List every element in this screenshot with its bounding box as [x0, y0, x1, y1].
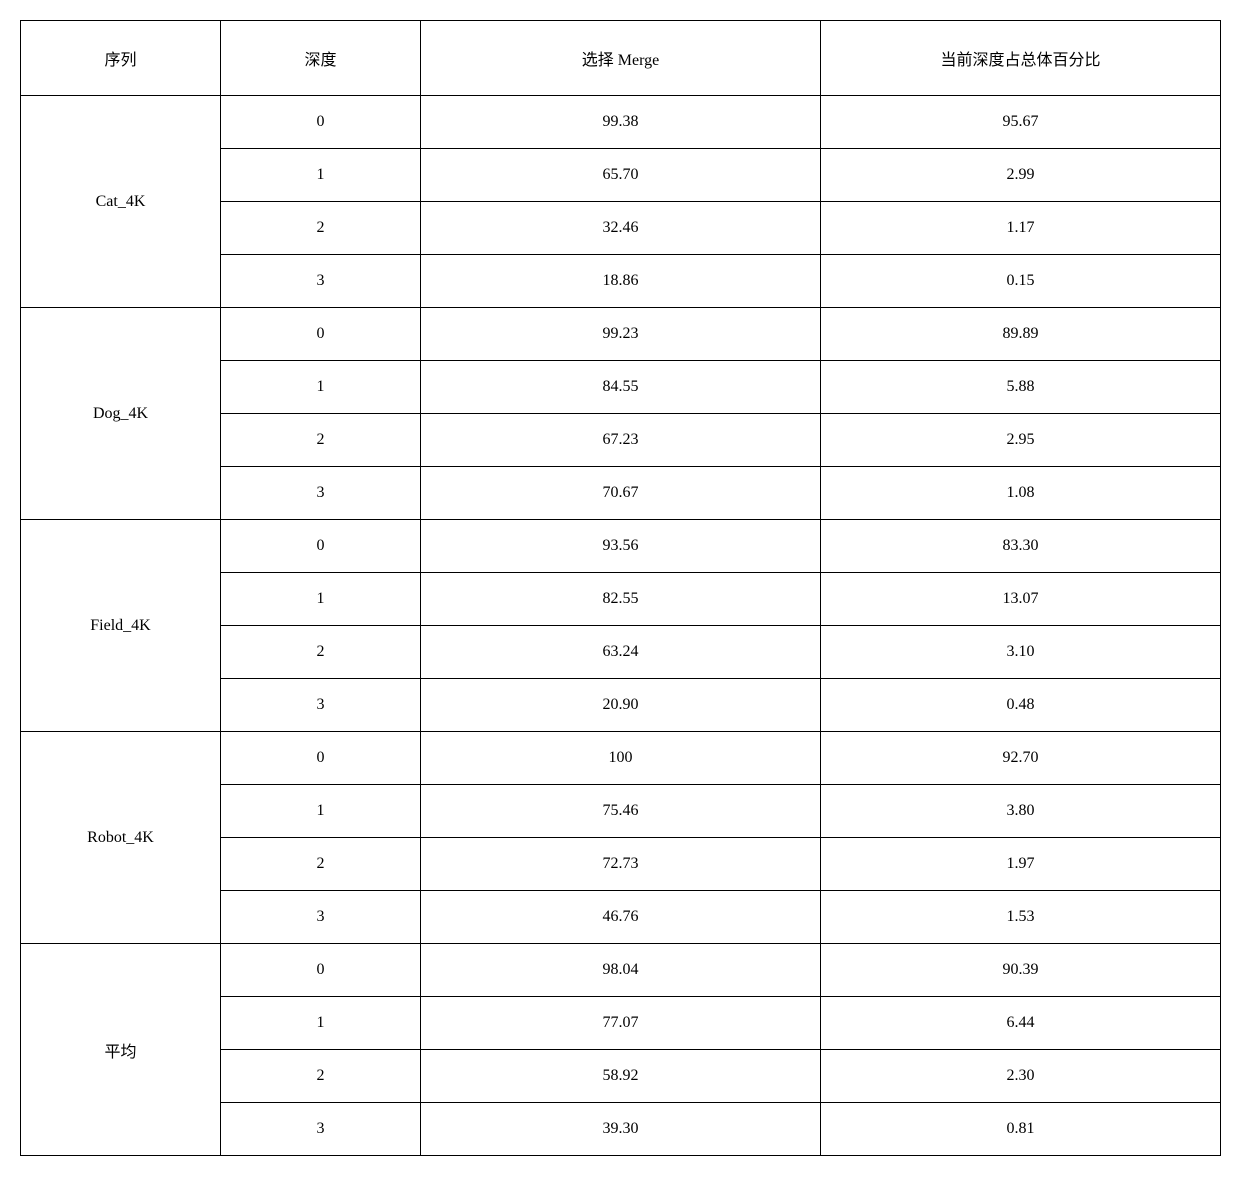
table-row: Robot_4K010092.70 [21, 732, 1221, 785]
percentage-cell: 92.70 [821, 732, 1221, 785]
merge-cell: 32.46 [421, 202, 821, 255]
sequence-label: 平均 [21, 944, 221, 1156]
merge-cell: 65.70 [421, 149, 821, 202]
depth-cell: 0 [221, 944, 421, 997]
merge-cell: 75.46 [421, 785, 821, 838]
sequence-label: Robot_4K [21, 732, 221, 944]
table-row: Dog_4K099.2389.89 [21, 308, 1221, 361]
merge-cell: 67.23 [421, 414, 821, 467]
percentage-cell: 0.81 [821, 1103, 1221, 1156]
merge-cell: 72.73 [421, 838, 821, 891]
percentage-cell: 83.30 [821, 520, 1221, 573]
merge-cell: 99.23 [421, 308, 821, 361]
depth-cell: 3 [221, 255, 421, 308]
depth-cell: 0 [221, 96, 421, 149]
percentage-cell: 13.07 [821, 573, 1221, 626]
depth-cell: 1 [221, 149, 421, 202]
depth-cell: 3 [221, 1103, 421, 1156]
depth-cell: 0 [221, 520, 421, 573]
percentage-cell: 1.17 [821, 202, 1221, 255]
table-row: 平均098.0490.39 [21, 944, 1221, 997]
merge-cell: 63.24 [421, 626, 821, 679]
percentage-cell: 1.97 [821, 838, 1221, 891]
sequence-label: Cat_4K [21, 96, 221, 308]
percentage-cell: 1.53 [821, 891, 1221, 944]
depth-cell: 3 [221, 467, 421, 520]
depth-cell: 2 [221, 626, 421, 679]
percentage-cell: 89.89 [821, 308, 1221, 361]
sequence-label: Dog_4K [21, 308, 221, 520]
merge-cell: 39.30 [421, 1103, 821, 1156]
header-merge: 选择 Merge [421, 21, 821, 96]
percentage-cell: 6.44 [821, 997, 1221, 1050]
merge-cell: 46.76 [421, 891, 821, 944]
depth-cell: 2 [221, 1050, 421, 1103]
depth-cell: 1 [221, 785, 421, 838]
merge-cell: 93.56 [421, 520, 821, 573]
table-body: Cat_4K099.3895.67165.702.99232.461.17318… [21, 96, 1221, 1156]
percentage-cell: 2.95 [821, 414, 1221, 467]
depth-cell: 0 [221, 732, 421, 785]
header-sequence: 序列 [21, 21, 221, 96]
percentage-cell: 95.67 [821, 96, 1221, 149]
table-row: Field_4K093.5683.30 [21, 520, 1221, 573]
merge-cell: 58.92 [421, 1050, 821, 1103]
merge-cell: 98.04 [421, 944, 821, 997]
percentage-cell: 3.80 [821, 785, 1221, 838]
percentage-cell: 2.99 [821, 149, 1221, 202]
depth-cell: 1 [221, 573, 421, 626]
percentage-cell: 2.30 [821, 1050, 1221, 1103]
percentage-cell: 3.10 [821, 626, 1221, 679]
merge-cell: 99.38 [421, 96, 821, 149]
percentage-cell: 0.15 [821, 255, 1221, 308]
percentage-cell: 0.48 [821, 679, 1221, 732]
depth-cell: 2 [221, 414, 421, 467]
depth-cell: 1 [221, 997, 421, 1050]
depth-cell: 2 [221, 838, 421, 891]
data-table: 序列 深度 选择 Merge 当前深度占总体百分比 Cat_4K099.3895… [20, 20, 1221, 1156]
depth-cell: 0 [221, 308, 421, 361]
merge-cell: 70.67 [421, 467, 821, 520]
depth-cell: 1 [221, 361, 421, 414]
sequence-label: Field_4K [21, 520, 221, 732]
percentage-cell: 90.39 [821, 944, 1221, 997]
percentage-cell: 1.08 [821, 467, 1221, 520]
depth-cell: 3 [221, 891, 421, 944]
depth-cell: 2 [221, 202, 421, 255]
merge-cell: 82.55 [421, 573, 821, 626]
merge-cell: 20.90 [421, 679, 821, 732]
merge-cell: 100 [421, 732, 821, 785]
header-depth: 深度 [221, 21, 421, 96]
merge-cell: 77.07 [421, 997, 821, 1050]
merge-cell: 18.86 [421, 255, 821, 308]
table-header-row: 序列 深度 选择 Merge 当前深度占总体百分比 [21, 21, 1221, 96]
header-percentage: 当前深度占总体百分比 [821, 21, 1221, 96]
percentage-cell: 5.88 [821, 361, 1221, 414]
depth-cell: 3 [221, 679, 421, 732]
table-row: Cat_4K099.3895.67 [21, 96, 1221, 149]
merge-cell: 84.55 [421, 361, 821, 414]
